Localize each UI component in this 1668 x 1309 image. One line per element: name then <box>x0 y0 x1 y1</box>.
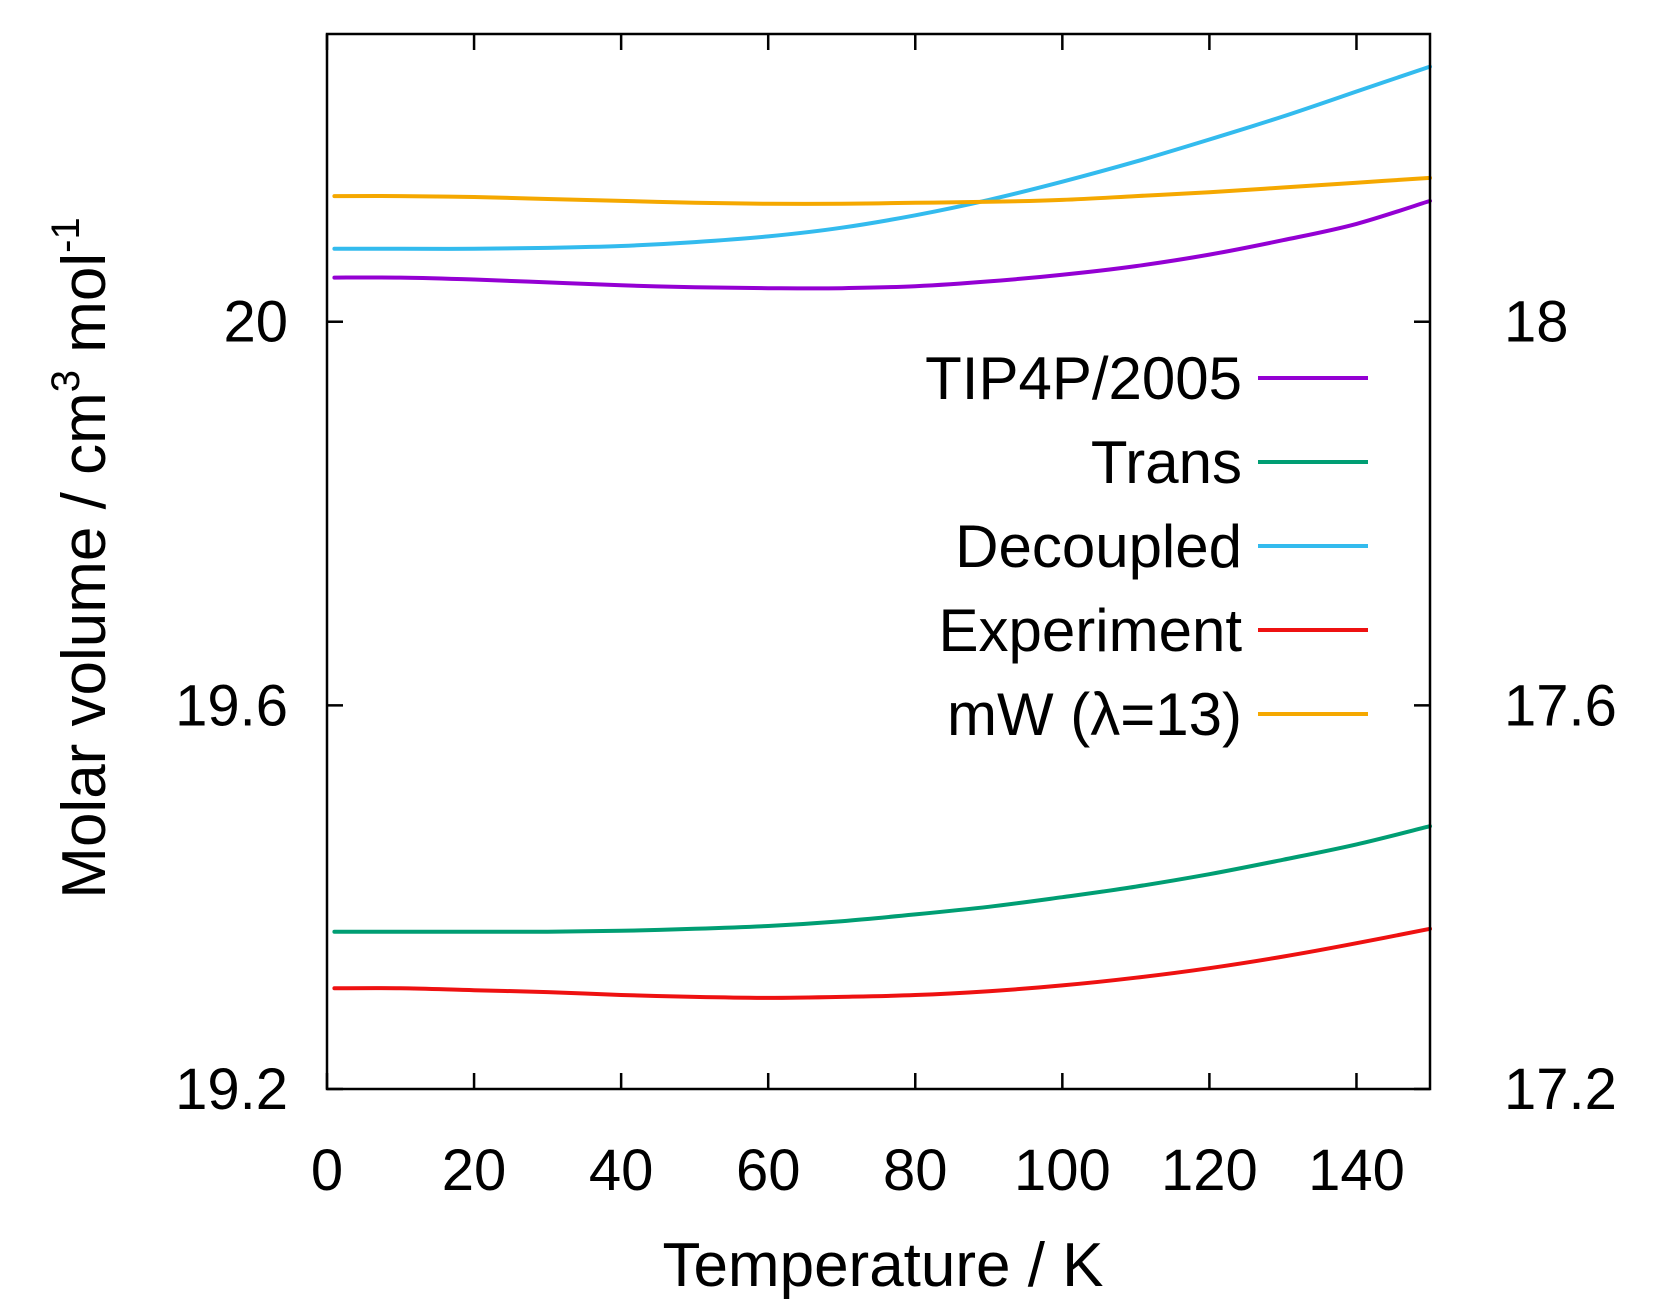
y-axis-title-sup-mol: -1 <box>44 217 88 253</box>
legend-label-4: mW (λ=13) <box>947 681 1242 748</box>
x-tick-label-7: 140 <box>1308 1138 1405 1203</box>
series-line-4 <box>332 175 1432 206</box>
x-tick-label-1: 20 <box>442 1138 507 1203</box>
x-tick-label-0: 0 <box>311 1138 343 1203</box>
x-axis-title: Temperature / K <box>662 1231 1103 1300</box>
tick-labels: 0 20 40 60 80 100 120 140 19.2 19.6 20 17.2 17.6 18 <box>175 290 1617 1203</box>
y-right-tick-label-0: 17.2 <box>1504 1057 1617 1122</box>
y-left-tick-label-0: 19.2 <box>175 1057 288 1122</box>
legend-label-1: Trans <box>1091 429 1242 496</box>
x-tick-label-2: 40 <box>589 1138 654 1203</box>
y-axis-title: Molar volume / cm3 mol-1 <box>44 217 119 898</box>
y-axis-title-mol: mol <box>50 253 119 370</box>
y-axis-title-sup-cm: 3 <box>44 370 88 392</box>
y-right-tick-label-2: 18 <box>1504 290 1569 355</box>
plot-frame <box>325 32 1432 1091</box>
x-tick-label-4: 80 <box>883 1138 948 1203</box>
series-line-1 <box>332 824 1432 934</box>
legend-label-0: TIP4P/2005 <box>925 345 1242 412</box>
y-left-tick-label-1: 19.6 <box>175 673 288 738</box>
series-line-0 <box>332 198 1432 291</box>
x-tick-label-5: 100 <box>1014 1138 1111 1203</box>
series-line-3 <box>332 926 1432 1000</box>
series-group <box>332 64 1432 1000</box>
legend-label-2: Decoupled <box>955 513 1242 580</box>
plot-area <box>325 32 1432 1091</box>
y-axis-title-main: Molar volume / cm <box>50 392 119 898</box>
y-right-tick-label-1: 17.6 <box>1504 673 1617 738</box>
series-line-2 <box>332 64 1432 251</box>
legend: TIP4P/2005 Trans Decoupled Experiment mW (λ=… <box>925 345 1368 748</box>
legend-label-3: Experiment <box>939 597 1243 664</box>
x-tick-label-6: 120 <box>1161 1138 1258 1203</box>
x-tick-label-3: 60 <box>736 1138 801 1203</box>
ticks-group <box>325 34 1430 1091</box>
y-left-tick-label-2: 20 <box>223 290 288 355</box>
